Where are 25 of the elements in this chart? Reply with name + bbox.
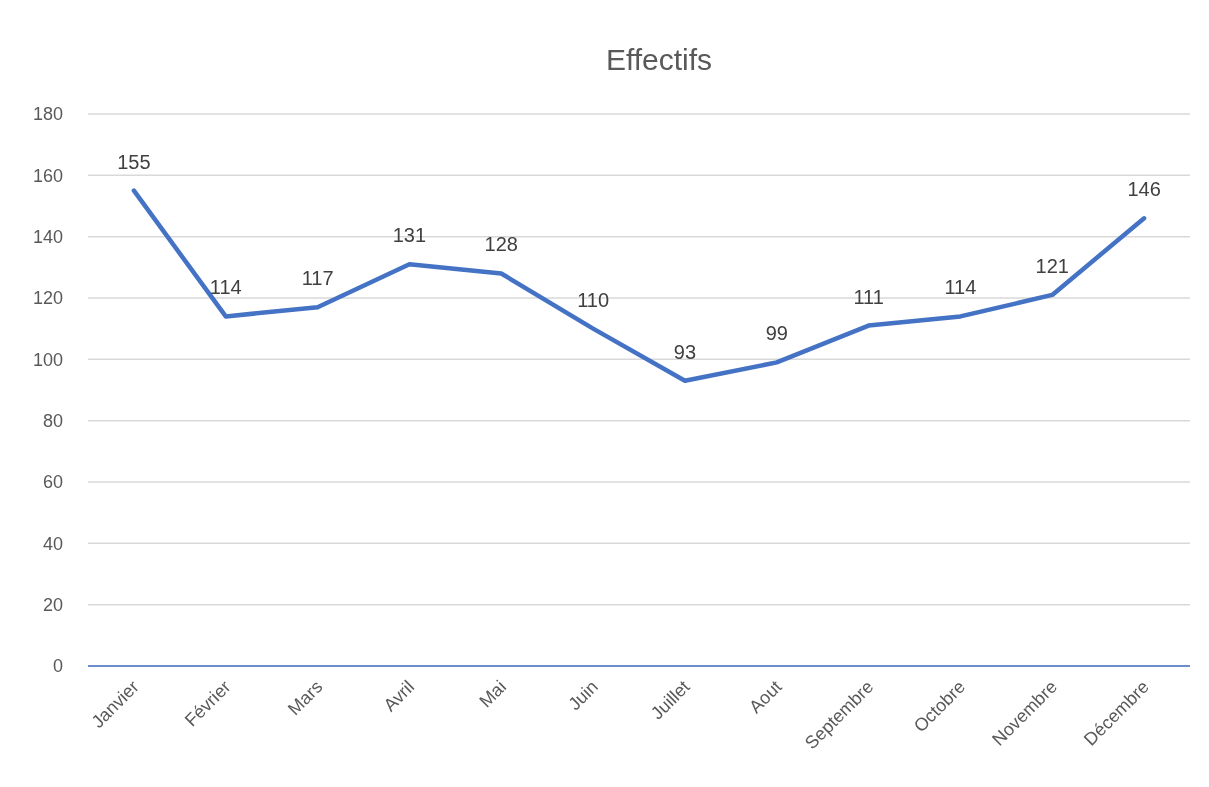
chart-title: Effectifs	[605, 43, 713, 76]
data-label: 117	[301, 267, 334, 290]
y-tick-label: 60	[42, 472, 63, 493]
data-label: 121	[1035, 254, 1069, 277]
y-tick-label: 40	[42, 533, 63, 554]
data-label: 99	[765, 322, 788, 345]
data-label: 111	[853, 285, 884, 308]
y-tick-label: 0	[52, 656, 63, 677]
x-tick-label: Mai	[475, 676, 511, 712]
data-label: 155	[117, 150, 151, 173]
y-tick-label: 100	[32, 349, 63, 370]
x-tick-label: Juin	[564, 676, 602, 715]
y-tick-label: 20	[42, 594, 63, 615]
data-label: 110	[577, 288, 610, 311]
data-label: 114	[944, 276, 977, 299]
y-tick-label: 140	[32, 226, 63, 247]
y-tick-label: 160	[32, 165, 63, 186]
y-tick-label: 120	[32, 288, 63, 309]
data-label: 128	[484, 233, 518, 256]
data-label: 114	[209, 276, 242, 299]
data-label: 131	[392, 224, 427, 247]
y-tick-label: 180	[32, 104, 63, 125]
y-tick-label: 80	[42, 410, 63, 431]
data-label: 93	[673, 340, 697, 363]
data-label: 146	[1127, 178, 1161, 201]
